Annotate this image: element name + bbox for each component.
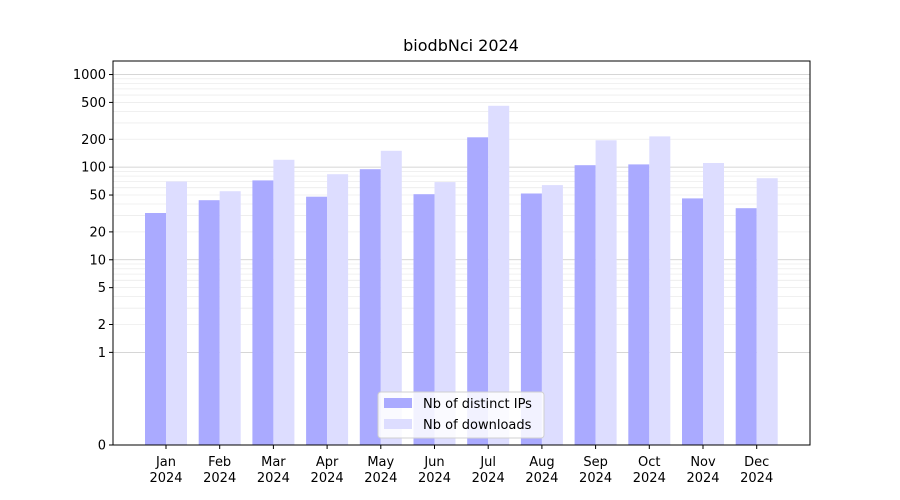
x-tick-label-year: 2024 <box>525 471 558 486</box>
legend-label: Nb of distinct IPs <box>423 397 532 412</box>
x-tick-label-month: Mar <box>261 455 286 470</box>
bar-downloads <box>273 159 295 446</box>
x-tick-label-year: 2024 <box>203 471 236 486</box>
bar-distinct-ips <box>467 137 489 446</box>
x-tick-label-month: Feb <box>208 455 231 470</box>
x-tick-label-year: 2024 <box>311 471 344 486</box>
bar-downloads <box>166 181 187 445</box>
bars <box>145 105 778 446</box>
y-tick-label: 100 <box>81 161 106 176</box>
legend: Nb of distinct IPs Nb of downloads <box>377 391 545 439</box>
legend-swatch <box>384 398 412 408</box>
bar-distinct-ips <box>682 198 703 445</box>
x-tick-label-month: Jan <box>155 455 176 470</box>
bar-downloads <box>434 182 456 445</box>
x-tick-label-month: Aug <box>529 455 554 470</box>
bar-distinct-ips <box>145 213 166 445</box>
x-tick-label-year: 2024 <box>257 471 290 486</box>
x-tick-label-month: May <box>367 455 394 470</box>
x-tick-label-year: 2024 <box>472 471 505 486</box>
x-tick-label-month: Apr <box>316 455 339 470</box>
x-tick-label-year: 2024 <box>633 471 666 486</box>
y-tick-label: 500 <box>81 96 106 111</box>
x-tick-label-year: 2024 <box>740 471 773 486</box>
bar-distinct-ips <box>628 164 650 445</box>
y-tick-label: 1 <box>98 346 106 361</box>
bar-downloads <box>649 136 671 445</box>
bar-distinct-ips <box>413 194 435 445</box>
legend-box <box>377 391 545 439</box>
y-tick-label: 50 <box>89 189 106 204</box>
bar-distinct-ips <box>574 165 596 445</box>
bar-downloads <box>380 150 402 446</box>
bar-downloads <box>595 140 617 446</box>
y-tick-label: 0 <box>98 439 106 454</box>
plot-frame <box>112 60 811 446</box>
x-tick-label-year: 2024 <box>418 471 451 486</box>
bar-downloads <box>488 105 510 446</box>
bar-downloads <box>327 174 349 445</box>
bar-distinct-ips <box>520 193 542 445</box>
y-tick-label: 10 <box>89 253 106 268</box>
bar-distinct-ips <box>252 180 274 445</box>
x-tick-label-year: 2024 <box>686 471 719 486</box>
axes: 01251020501002005001000Jan2024Feb2024Mar… <box>73 60 811 486</box>
x-tick-label-year: 2024 <box>364 471 397 486</box>
x-tick-label-year: 2024 <box>579 471 612 486</box>
chart-title: biodbNci 2024 <box>403 36 519 55</box>
bar-distinct-ips <box>198 200 220 445</box>
x-tick-label-month: Sep <box>583 455 608 470</box>
legend-label: Nb of downloads <box>423 418 532 433</box>
x-tick-label-month: Oct <box>638 455 660 470</box>
bar-downloads <box>541 185 563 445</box>
bar-distinct-ips <box>735 208 757 445</box>
legend-swatch <box>384 419 412 429</box>
bar-downloads <box>219 191 241 445</box>
bar-distinct-ips <box>306 196 328 445</box>
y-tick-label: 200 <box>81 133 106 148</box>
y-tick-label: 2 <box>98 318 106 333</box>
x-tick-label-month: Jul <box>479 455 496 470</box>
bar-downloads <box>703 163 724 445</box>
y-tick-label: 5 <box>98 281 106 296</box>
x-tick-label-month: Jun <box>423 455 444 470</box>
bar-distinct-ips <box>359 169 381 445</box>
y-tick-label: 1000 <box>73 68 106 83</box>
x-tick-label-year: 2024 <box>149 471 182 486</box>
x-tick-label-month: Dec <box>744 455 769 470</box>
y-tick-label: 20 <box>89 225 106 240</box>
x-tick-label-month: Nov <box>690 455 716 470</box>
bar-downloads <box>756 178 778 445</box>
